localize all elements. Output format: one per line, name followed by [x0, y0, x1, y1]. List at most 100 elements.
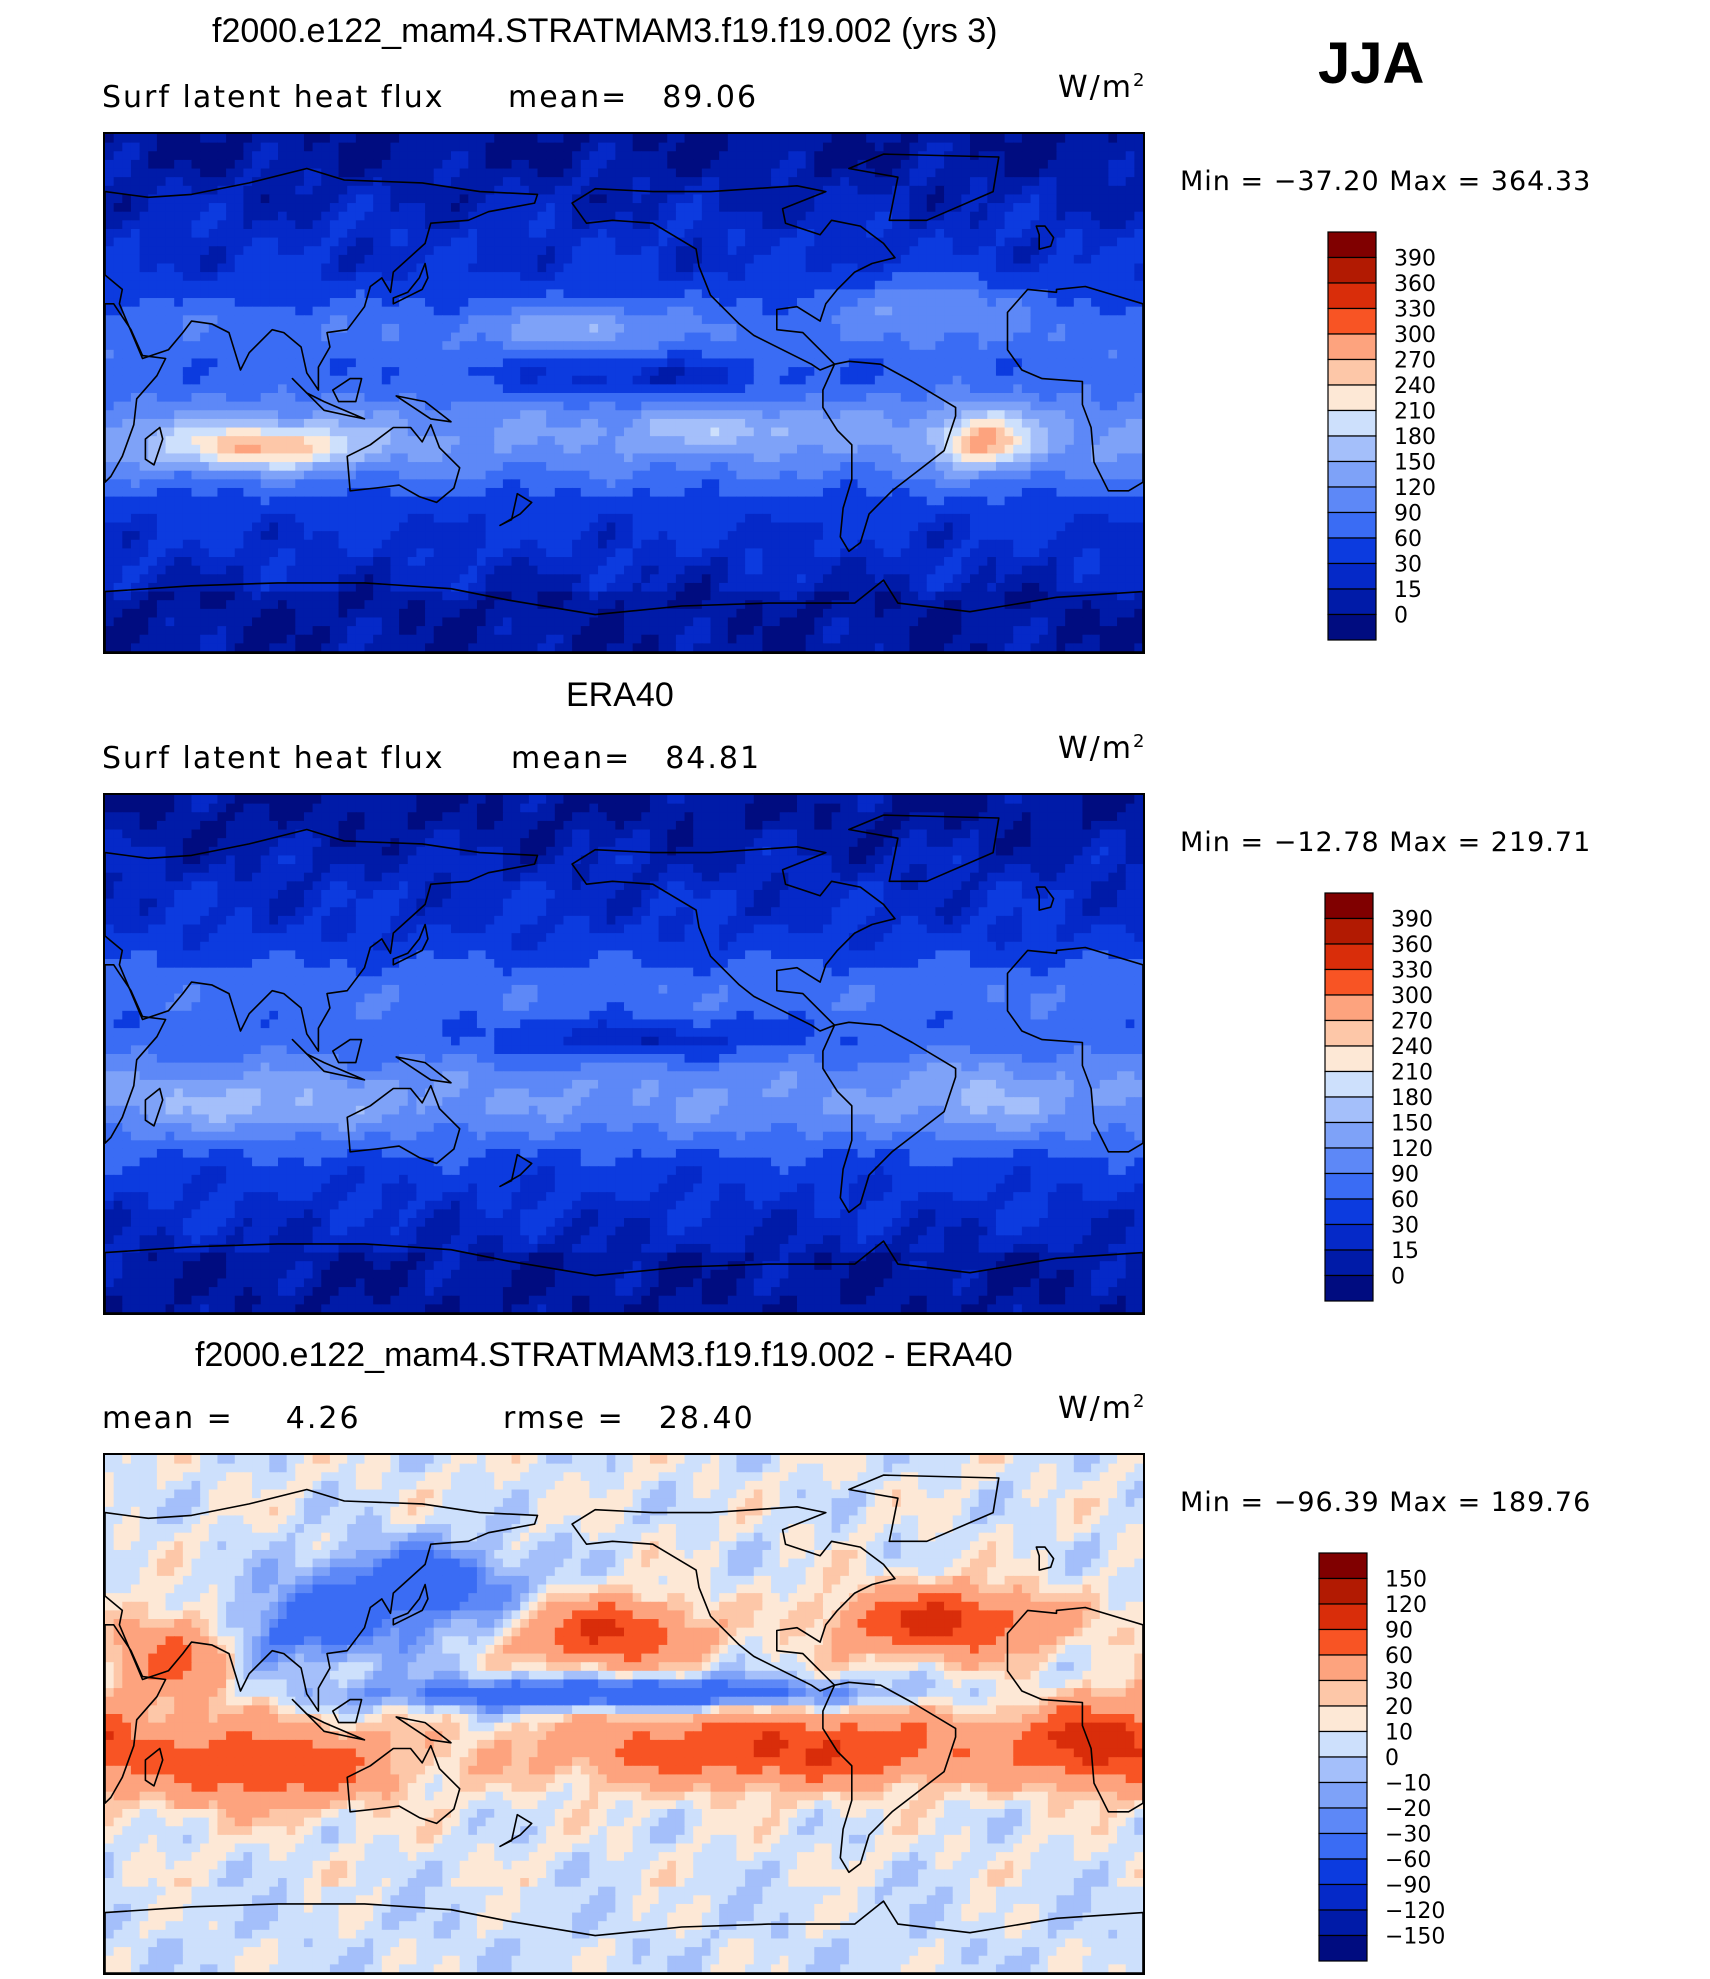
field-cell	[762, 332, 772, 342]
field-cell	[727, 194, 738, 204]
field-cell	[130, 470, 141, 480]
field-cell	[321, 280, 331, 290]
field-cell	[278, 134, 288, 144]
field-cell	[952, 453, 962, 463]
field-cell	[494, 306, 504, 316]
field-cell	[1108, 444, 1118, 455]
field-cell	[347, 401, 357, 411]
field-cell	[528, 479, 539, 489]
field-cell	[952, 349, 962, 360]
field-cell	[606, 418, 616, 429]
field-cell	[892, 168, 902, 178]
field-cell	[900, 375, 911, 385]
field-cell	[182, 134, 193, 144]
field-cell	[632, 263, 642, 273]
field-cell	[1065, 358, 1075, 368]
field-cell	[831, 211, 841, 221]
field-cell	[840, 263, 850, 273]
field-cell	[918, 280, 928, 290]
field-cell	[451, 453, 461, 463]
field-cell	[226, 401, 236, 411]
field-cell	[130, 237, 141, 247]
field-cell	[641, 341, 651, 351]
field-cell	[174, 168, 184, 178]
field-cell	[511, 444, 521, 455]
field-cell	[892, 272, 902, 282]
field-cell	[286, 332, 296, 342]
field-cell	[978, 246, 988, 256]
field-cell	[260, 177, 270, 187]
field-cell	[1030, 142, 1040, 152]
field-cell	[606, 254, 616, 265]
field-cell	[814, 151, 824, 161]
field-cell	[1117, 436, 1127, 446]
field-cell	[511, 159, 521, 170]
field-cell	[494, 203, 504, 213]
field-cell	[1125, 289, 1135, 299]
field-cell	[459, 479, 469, 489]
field-cell	[511, 237, 521, 247]
field-cell	[1047, 203, 1058, 213]
field-cell	[995, 151, 1006, 161]
field-cell	[537, 410, 547, 420]
panel1-units: W/m2	[1058, 70, 1146, 105]
field-cell	[701, 444, 712, 455]
field-cell	[675, 349, 686, 360]
field-cell	[624, 246, 634, 256]
field-cell	[797, 332, 807, 342]
field-cell	[1065, 254, 1075, 265]
field-cell	[606, 341, 616, 351]
field-cell	[1004, 384, 1014, 394]
field-cell	[1021, 194, 1032, 204]
field-cell	[191, 401, 201, 411]
field-cell	[425, 237, 435, 247]
field-cell	[978, 427, 988, 437]
field-cell	[727, 298, 738, 308]
field-cell	[303, 177, 314, 187]
field-cell	[546, 142, 556, 152]
field-cell	[165, 228, 175, 239]
field-cell	[814, 203, 824, 213]
field-cell	[321, 306, 331, 316]
field-cell	[364, 246, 374, 256]
field-cell	[1091, 280, 1101, 290]
field-cell	[511, 211, 521, 221]
field-cell	[442, 272, 452, 282]
field-cell	[589, 280, 599, 290]
field-cell	[286, 142, 296, 152]
field-cell	[797, 315, 807, 325]
field-cell	[390, 289, 400, 299]
field-cell	[580, 306, 590, 316]
field-cell	[252, 401, 262, 411]
field-cell	[926, 315, 936, 325]
field-cell	[511, 427, 521, 437]
field-cell	[165, 185, 175, 196]
field-cell	[122, 470, 132, 480]
field-cell	[217, 134, 227, 144]
field-cell	[753, 306, 763, 316]
field-cell	[745, 151, 755, 161]
field-cell	[771, 298, 781, 308]
field-cell	[286, 289, 296, 299]
field-cell	[675, 436, 686, 446]
field-cell	[528, 168, 539, 178]
field-cell	[926, 263, 936, 273]
field-cell	[252, 349, 262, 360]
field-cell	[797, 375, 807, 385]
field-cell	[139, 315, 149, 325]
field-cell	[831, 254, 841, 265]
field-cell	[1004, 289, 1014, 299]
field-cell	[675, 323, 686, 334]
field-cell	[1030, 263, 1040, 273]
field-cell	[1099, 315, 1109, 325]
field-cell	[944, 332, 954, 342]
field-cell	[632, 203, 642, 213]
field-cell	[425, 272, 435, 282]
field-cell	[494, 332, 504, 342]
field-cell	[226, 237, 236, 247]
field-cell	[174, 203, 184, 213]
field-cell	[771, 367, 781, 377]
field-cell	[407, 134, 417, 144]
field-cell	[970, 211, 980, 221]
field-cell	[1047, 185, 1058, 196]
